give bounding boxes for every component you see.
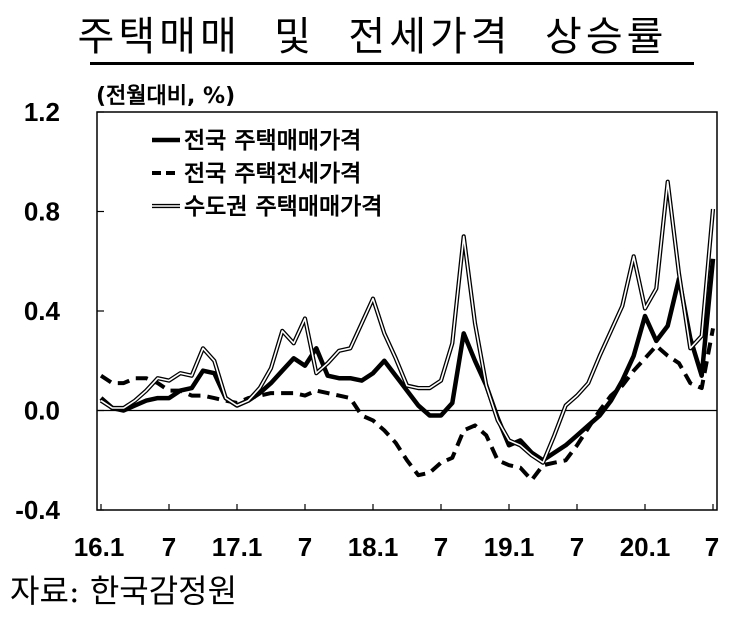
series-line-seoul-inner [100, 180, 714, 464]
x-tick-label: 17.1 [212, 532, 263, 562]
y-tick-label: -0.4 [15, 495, 60, 525]
chart-title: 주택매매 및 전세가격 상승률 [77, 14, 668, 60]
title-underline [90, 62, 694, 65]
y-tick-label: 0.0 [24, 396, 60, 426]
x-tick-label: 7 [705, 532, 719, 562]
legend-label: 전국 주택매매가격 [184, 128, 361, 154]
legend-label: 전국 주택전세가격 [184, 161, 361, 187]
x-tick-label: 7 [162, 532, 176, 562]
series-line-jeonse [99, 328, 715, 483]
y-tick-label: 0.4 [24, 296, 61, 326]
x-tick-label: 7 [570, 532, 584, 562]
source-note: 자료: 한국감정원 [10, 572, 238, 610]
x-tick-label: 20.1 [620, 532, 671, 562]
series-line-seoul-outer [99, 179, 716, 465]
y-tick-label: 1.2 [24, 97, 60, 127]
legend-label: 수도권 주택매매가격 [184, 194, 382, 220]
x-tick-label: 7 [298, 532, 312, 562]
x-tick-label: 18.1 [348, 532, 399, 562]
x-tick-label: 19.1 [484, 532, 535, 562]
unit-label: (전월대비, %) [96, 84, 236, 109]
x-tick-label: 16.1 [74, 532, 125, 562]
y-tick-label: 0.8 [24, 197, 60, 227]
x-tick-label: 7 [434, 532, 448, 562]
series-line-national-sale [99, 258, 716, 463]
